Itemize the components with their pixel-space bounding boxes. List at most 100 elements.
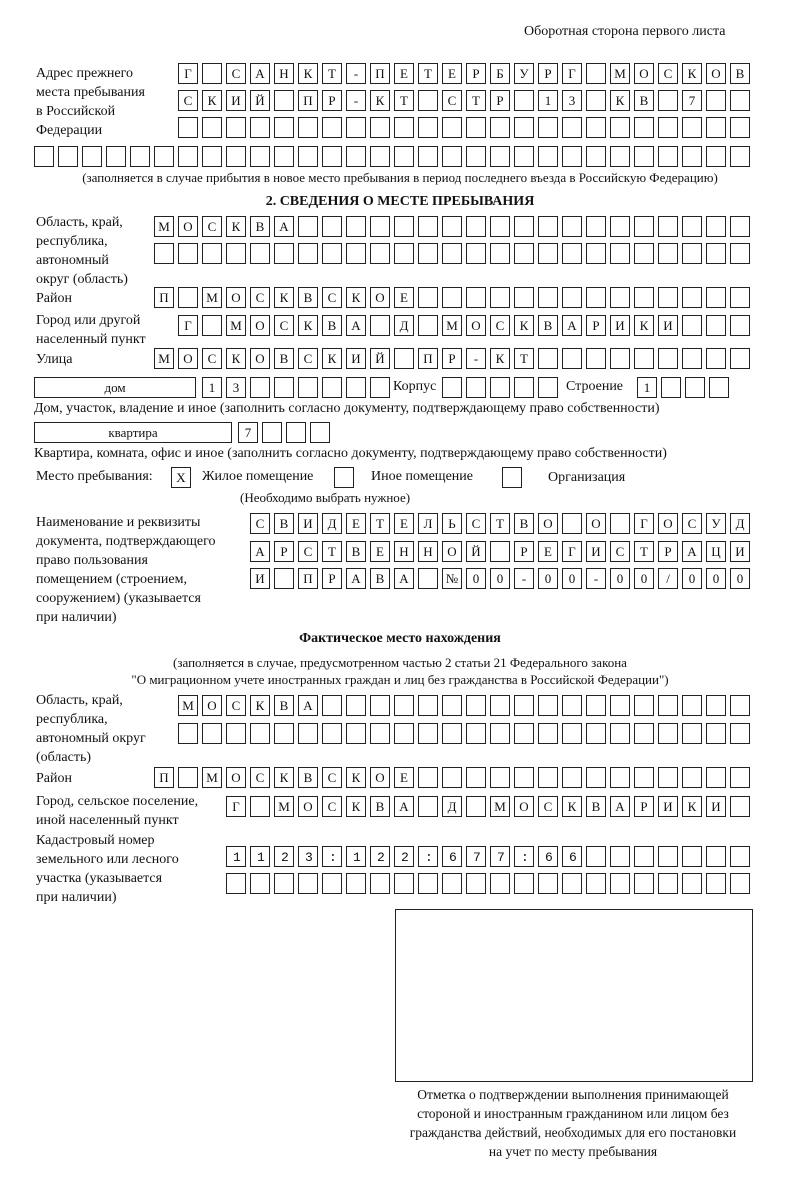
- char-cell[interactable]: [346, 146, 366, 167]
- char-cell[interactable]: [466, 146, 486, 167]
- char-cell[interactable]: [442, 146, 462, 167]
- char-cell[interactable]: [466, 846, 486, 867]
- char-cell[interactable]: У: [706, 513, 726, 534]
- char-cell[interactable]: С: [274, 315, 294, 336]
- char-cell[interactable]: В: [634, 90, 654, 111]
- char-cell[interactable]: [370, 243, 390, 264]
- char-cell[interactable]: П: [154, 767, 174, 788]
- char-cell[interactable]: Т: [418, 63, 438, 84]
- char-cell[interactable]: [418, 146, 438, 167]
- char-cell[interactable]: О: [226, 767, 246, 788]
- char-cell[interactable]: [298, 216, 318, 237]
- char-cell[interactable]: [706, 243, 726, 264]
- char-cell[interactable]: Р: [490, 90, 510, 111]
- char-cell[interactable]: [442, 377, 462, 398]
- char-cell[interactable]: Е: [394, 513, 414, 534]
- char-cell[interactable]: [442, 723, 462, 744]
- char-cell[interactable]: [538, 117, 558, 138]
- char-cell[interactable]: М: [154, 348, 174, 369]
- char-cell[interactable]: [610, 146, 630, 167]
- char-cell[interactable]: [466, 796, 486, 817]
- char-cell[interactable]: Й: [370, 348, 390, 369]
- char-cell[interactable]: [538, 243, 558, 264]
- char-cell[interactable]: 1: [637, 377, 657, 398]
- char-cell[interactable]: [658, 146, 678, 167]
- char-cell[interactable]: [226, 723, 246, 744]
- char-cell[interactable]: О: [250, 348, 270, 369]
- char-cell[interactable]: [442, 767, 462, 788]
- char-cell[interactable]: [250, 377, 270, 398]
- char-cell[interactable]: [706, 695, 726, 716]
- char-cell[interactable]: Т: [370, 513, 390, 534]
- char-cell[interactable]: [322, 846, 342, 867]
- char-cell[interactable]: [274, 568, 294, 589]
- char-cell[interactable]: А: [394, 568, 414, 589]
- char-cell[interactable]: 1: [202, 377, 222, 398]
- char-cell[interactable]: [538, 146, 558, 167]
- char-cell[interactable]: В: [322, 315, 342, 336]
- char-cell[interactable]: [610, 767, 630, 788]
- char-cell[interactable]: Р: [658, 541, 678, 562]
- char-cell[interactable]: [490, 216, 510, 237]
- char-cell[interactable]: [490, 767, 510, 788]
- char-cell[interactable]: [310, 422, 330, 443]
- char-cell[interactable]: [538, 695, 558, 716]
- char-cell[interactable]: [466, 377, 486, 398]
- char-cell[interactable]: А: [346, 568, 366, 589]
- char-cell[interactable]: [274, 146, 294, 167]
- char-cell[interactable]: С: [658, 63, 678, 84]
- char-cell[interactable]: [442, 287, 462, 308]
- char-cell[interactable]: [346, 873, 366, 894]
- char-cell[interactable]: К: [274, 287, 294, 308]
- char-cell[interactable]: [202, 117, 222, 138]
- char-cell[interactable]: С: [322, 767, 342, 788]
- char-cell[interactable]: С: [538, 796, 558, 817]
- char-cell[interactable]: [250, 117, 270, 138]
- char-cell[interactable]: К: [322, 348, 342, 369]
- char-cell[interactable]: [202, 723, 222, 744]
- char-cell[interactable]: [634, 723, 654, 744]
- char-cell[interactable]: А: [250, 541, 270, 562]
- char-cell[interactable]: [274, 90, 294, 111]
- char-cell[interactable]: [490, 695, 510, 716]
- char-cell[interactable]: К: [490, 348, 510, 369]
- char-cell[interactable]: Е: [394, 287, 414, 308]
- char-cell[interactable]: [262, 422, 282, 443]
- char-cell[interactable]: И: [610, 315, 630, 336]
- char-cell[interactable]: [106, 146, 126, 167]
- char-cell[interactable]: А: [610, 796, 630, 817]
- char-cell[interactable]: В: [514, 513, 534, 534]
- char-cell[interactable]: О: [514, 796, 534, 817]
- char-cell[interactable]: С: [226, 63, 246, 84]
- char-cell[interactable]: [562, 216, 582, 237]
- char-cell[interactable]: Р: [466, 63, 486, 84]
- char-cell[interactable]: К: [298, 63, 318, 84]
- option-checkbox-residential[interactable]: X: [171, 467, 191, 488]
- char-cell[interactable]: [634, 767, 654, 788]
- char-cell[interactable]: М: [490, 796, 510, 817]
- char-cell[interactable]: О: [298, 796, 318, 817]
- char-cell[interactable]: [514, 243, 534, 264]
- char-cell[interactable]: [322, 873, 342, 894]
- char-cell[interactable]: [178, 287, 198, 308]
- char-cell[interactable]: К: [346, 796, 366, 817]
- char-cell[interactable]: К: [226, 216, 246, 237]
- char-cell[interactable]: С: [226, 695, 246, 716]
- char-cell[interactable]: [298, 377, 318, 398]
- char-cell[interactable]: С: [298, 348, 318, 369]
- char-cell[interactable]: [706, 348, 726, 369]
- char-cell[interactable]: [730, 846, 750, 867]
- char-cell[interactable]: П: [154, 287, 174, 308]
- char-cell[interactable]: Д: [730, 513, 750, 534]
- char-cell[interactable]: Г: [178, 63, 198, 84]
- char-cell[interactable]: К: [226, 348, 246, 369]
- char-cell[interactable]: В: [274, 695, 294, 716]
- char-cell[interactable]: 0: [706, 568, 726, 589]
- char-cell[interactable]: О: [466, 315, 486, 336]
- char-cell[interactable]: [730, 723, 750, 744]
- char-cell[interactable]: 7: [238, 422, 258, 443]
- char-cell[interactable]: Н: [394, 541, 414, 562]
- char-cell[interactable]: С: [682, 513, 702, 534]
- char-cell[interactable]: [514, 873, 534, 894]
- char-cell[interactable]: М: [154, 216, 174, 237]
